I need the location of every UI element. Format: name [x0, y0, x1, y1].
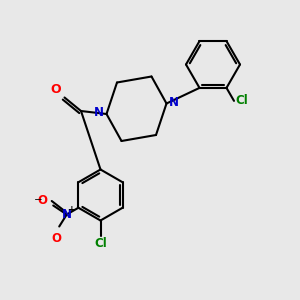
Text: −: − [34, 195, 43, 205]
Text: N: N [62, 208, 72, 221]
Text: +: + [68, 206, 76, 214]
Text: N: N [94, 106, 104, 119]
Text: Cl: Cl [236, 94, 248, 107]
Text: O: O [37, 194, 47, 208]
Text: Cl: Cl [95, 237, 107, 250]
Text: N: N [169, 95, 179, 109]
Text: O: O [51, 83, 62, 96]
Text: O: O [51, 232, 61, 245]
